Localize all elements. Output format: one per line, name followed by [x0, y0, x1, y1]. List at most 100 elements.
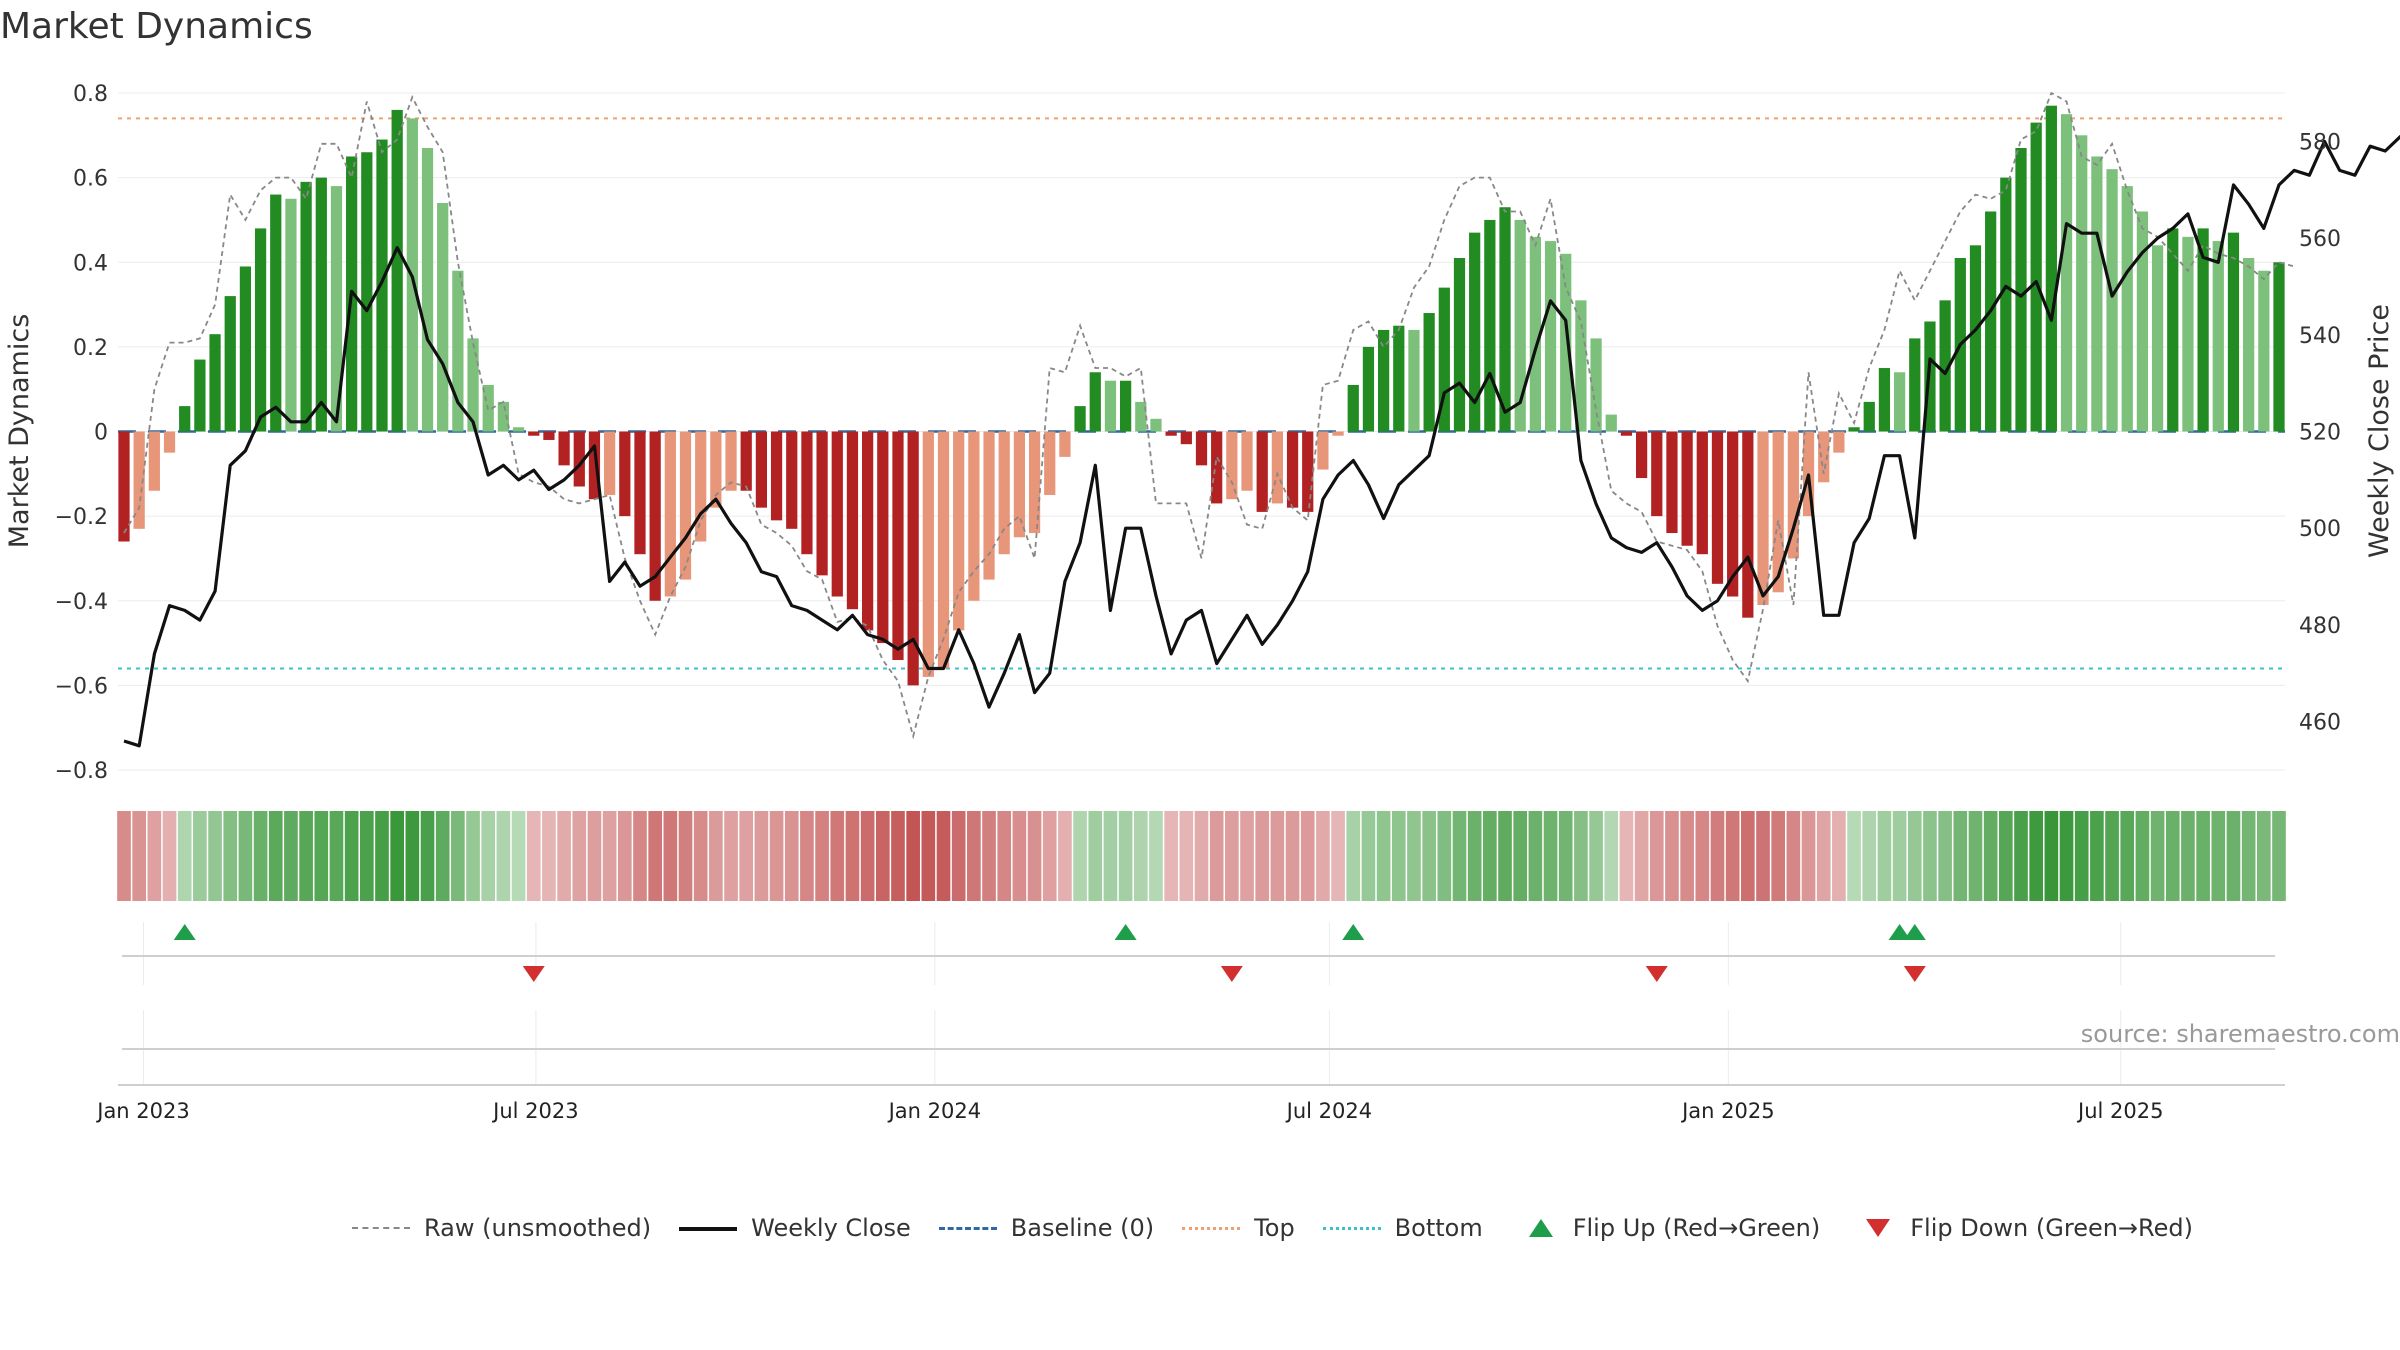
heat-cell	[1270, 811, 1285, 901]
heat-cell	[2181, 811, 2195, 901]
dashed-line-swatch	[937, 1218, 999, 1238]
dynamics-bar	[1560, 253, 1572, 432]
dynamics-bar	[1211, 431, 1223, 504]
heat-cell	[1649, 811, 1664, 901]
dynamics-bar	[604, 431, 616, 495]
heat-cell	[1938, 811, 1952, 901]
heat-cell	[117, 811, 131, 901]
dynamics-bar	[2197, 228, 2209, 432]
y-tick-label: 0.2	[73, 336, 108, 361]
heat-cell	[1316, 811, 1330, 901]
x-tick-label: Jan 2023	[95, 1099, 190, 1123]
y-tick-label: 0.4	[73, 251, 108, 276]
dynamics-bar	[1878, 368, 1891, 432]
dynamics-bar	[1620, 431, 1633, 436]
heat-cell	[2014, 811, 2028, 901]
dynamics-bar	[619, 431, 631, 517]
heat-cell	[344, 811, 359, 901]
dynamics-bar	[1423, 313, 1435, 432]
heat-cell	[1558, 811, 1573, 901]
raw-series	[123, 91, 2295, 740]
axes: 0.8 0.6 0.4 0.2 0 −0.2 −0.4 −0.6 −0.8 460 480 500 52…	[4, 82, 2395, 784]
dynamics-bar	[1120, 380, 1132, 432]
dynamics-bar	[1150, 418, 1162, 432]
heat-cell	[1999, 811, 2013, 901]
dynamics-bar	[862, 431, 874, 631]
heat-cell	[1513, 811, 1528, 901]
triangle-down-icon	[1866, 1219, 1891, 1237]
heat-cell	[1483, 811, 1497, 901]
heat-cell	[754, 811, 769, 901]
dynamics-bar	[1711, 431, 1724, 584]
dynamics-bar	[1393, 325, 1405, 432]
legend-label-bottom: Bottom	[1394, 1214, 1483, 1242]
dynamics-bar	[1772, 431, 1784, 593]
heat-cell	[451, 811, 465, 901]
dynamics-bar	[1484, 219, 1496, 432]
legend-label-raw: Raw (unsmoothed)	[424, 1214, 652, 1242]
heat-cell	[936, 811, 951, 901]
y-tick-label: −0.2	[55, 505, 108, 530]
heat-cell	[542, 811, 556, 901]
dynamics-bar	[2182, 236, 2194, 432]
dynamics-bar	[1135, 401, 1147, 432]
heat-cell	[435, 811, 450, 901]
dynamics-bar	[2106, 169, 2118, 432]
heat-cell	[1149, 811, 1163, 901]
dynamics-bar	[801, 431, 813, 555]
heat-cell	[2241, 811, 2256, 901]
dynamics-bar	[285, 198, 297, 432]
dynamics-bar	[2121, 186, 2133, 432]
heat-cell	[951, 811, 966, 901]
heat-cell	[1498, 811, 1512, 901]
dynamics-bar	[421, 148, 434, 432]
bottom-panel	[118, 1010, 2285, 1086]
heat-cell	[329, 811, 344, 901]
heat-cell	[906, 811, 920, 901]
dynamics-bar	[1165, 431, 1177, 436]
dynamics-bar	[1514, 219, 1526, 432]
heat-cell	[769, 811, 784, 901]
dynamics-bar	[2227, 232, 2240, 432]
dynamics-bar	[1089, 372, 1101, 432]
heat-cell	[709, 811, 723, 901]
y-tick-label: 0.6	[73, 167, 108, 192]
dynamics-bar	[679, 431, 692, 580]
heat-cell	[1255, 811, 1270, 901]
heat-cell	[617, 811, 632, 901]
dynamics-bar	[1590, 338, 1602, 432]
dynamics-bar	[1241, 431, 1253, 491]
heat-cell	[602, 811, 617, 901]
dynamics-bar	[1909, 338, 1921, 432]
heat-cell	[2165, 811, 2180, 901]
heat-cell	[405, 811, 420, 901]
heat-cell	[1285, 811, 1300, 901]
dynamics-bar	[1696, 431, 1708, 555]
heat-cell	[1042, 811, 1057, 901]
legend-item-flip-up: Flip Up (Red→Green)	[1509, 1214, 1820, 1242]
heat-cell	[2272, 811, 2286, 901]
dynamics-bar	[649, 431, 661, 601]
heat-cell	[875, 811, 890, 901]
heat-cell	[587, 811, 602, 901]
dynamics-bar	[2243, 258, 2255, 432]
heat-cell	[1816, 811, 1831, 901]
heat-cell	[1953, 811, 1968, 901]
heat-cell	[1786, 811, 1801, 901]
legend-item-close: Weekly Close	[677, 1214, 911, 1242]
heat-cell	[1073, 811, 1087, 901]
heat-cell	[1832, 811, 1846, 901]
heat-cell	[663, 811, 678, 901]
solid-line-swatch	[677, 1218, 739, 1238]
dynamics-bar	[1044, 431, 1056, 495]
heat-cell	[314, 811, 329, 901]
flip-up-marker	[1903, 924, 1926, 940]
heat-cell	[2059, 811, 2074, 901]
flip-up-marker	[1888, 924, 1911, 940]
dynamics-bar	[1377, 329, 1390, 432]
heat-cell	[1665, 811, 1679, 901]
heat-cell	[1240, 811, 1254, 901]
flip-down-marker	[522, 966, 545, 982]
flip-markers-panel	[122, 922, 2275, 985]
